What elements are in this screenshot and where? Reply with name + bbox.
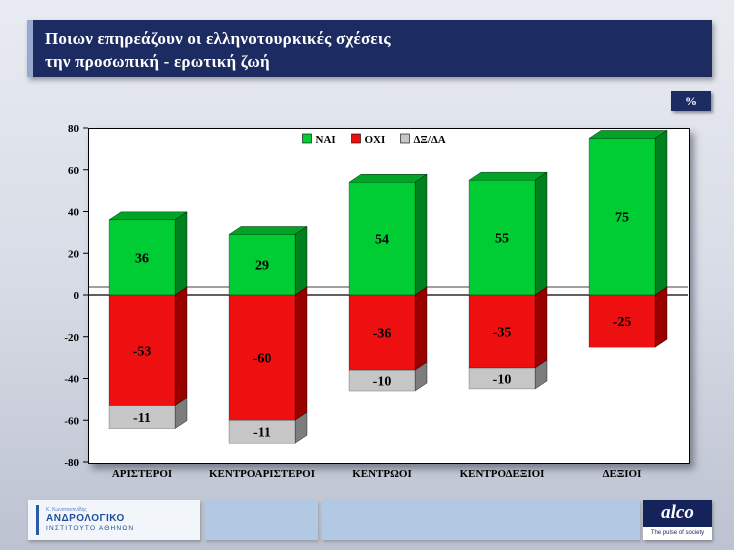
footer-strip-2 bbox=[322, 500, 640, 540]
y-tick-label: 60 bbox=[68, 165, 80, 177]
legend-swatch-ΝΑΙ bbox=[302, 133, 312, 144]
bar-group: 29 -60 -11 bbox=[228, 226, 308, 444]
x-axis-label: ΚΕΝΤΡΟΔΕΞΙΟΙ bbox=[460, 468, 545, 480]
bar-value-label: 36 bbox=[135, 251, 149, 266]
alco-logo: alco The pulse of society bbox=[643, 500, 712, 540]
bar-segment-ΝΑΙ: 54 bbox=[348, 173, 428, 296]
title-bar: Ποιων επηρεάζουν οι ελληνοτουρκικές σχέσ… bbox=[27, 20, 712, 77]
bar-segment-ΝΑΙ: 29 bbox=[228, 226, 308, 296]
y-tick-label: 0 bbox=[74, 290, 80, 302]
chart-legend: ΝΑΙ ΟΧΙ ΔΞ/ΔΑ bbox=[302, 133, 446, 146]
legend-label: ΔΞ/ΔΑ bbox=[414, 134, 446, 146]
bar-group: 75 -25 bbox=[588, 130, 668, 348]
legend-swatch-ΟΧΙ bbox=[351, 133, 361, 144]
footer-strip-1 bbox=[205, 500, 318, 540]
bar-value-label: -35 bbox=[493, 326, 512, 341]
y-tick-label: 40 bbox=[68, 207, 80, 219]
bar-value-label: -10 bbox=[493, 373, 512, 388]
y-axis: 80 60 40 20 0 -20 -40 -60 -80 bbox=[64, 123, 88, 469]
bar-value-label: -53 bbox=[133, 344, 152, 359]
page-title: Ποιων επηρεάζουν οι ελληνοτουρκικές σχέσ… bbox=[27, 20, 712, 74]
bar-segment-ΔΞ/ΔΑ: -10 bbox=[348, 361, 428, 392]
bar-value-label: -25 bbox=[613, 315, 632, 330]
y-tick-label: -80 bbox=[64, 457, 79, 469]
bar-segment-ΔΞ/ΔΑ: -11 bbox=[108, 397, 188, 429]
bar-group: 54 -36 -10 bbox=[348, 173, 428, 392]
bar-value-label: -10 bbox=[373, 375, 392, 390]
bar-value-label: -11 bbox=[133, 411, 151, 426]
alco-logo-text: alco bbox=[643, 500, 712, 527]
logo-sub-text: ΙΝΣΤΙΤΟΥΤΟ ΑΘΗΝΩΝ bbox=[46, 524, 135, 532]
logo-text: Κ. Κωνσταντινίδης ΑΝΔΡΟΛΟΓΙΚΟ ΙΝΣΤΙΤΟΥΤΟ… bbox=[46, 506, 135, 533]
bar-segment-ΟΧΙ: -53 bbox=[108, 286, 188, 407]
bar-value-label: -36 bbox=[373, 327, 392, 342]
bar-segment-ΔΞ/ΔΑ: -11 bbox=[228, 411, 308, 444]
bar-group: 36 -53 -11 bbox=[108, 211, 188, 429]
y-tick-label: 80 bbox=[68, 123, 80, 135]
bar-segment-ΝΑΙ: 75 bbox=[588, 130, 668, 296]
bar-value-label: -60 bbox=[253, 352, 272, 367]
alco-tagline: The pulse of society bbox=[643, 527, 712, 540]
x-axis-label: ΚΕΝΤΡΩΟΙ bbox=[352, 468, 412, 480]
bar-group: 55 -35 -10 bbox=[468, 171, 548, 390]
logo-divider bbox=[36, 505, 39, 535]
y-tick-label: -20 bbox=[64, 332, 79, 344]
bar-value-label: 54 bbox=[375, 233, 389, 248]
title-line1: Ποιων επηρεάζουν οι ελληνοτουρκικές σχέσ… bbox=[45, 29, 391, 48]
bar-segment-ΔΞ/ΔΑ: -10 bbox=[468, 359, 548, 390]
bar-segment-ΟΧΙ: -60 bbox=[228, 286, 308, 421]
bar-value-label: -11 bbox=[253, 426, 271, 441]
x-axis-label: ΑΡΙΣΤΕΡΟΙ bbox=[112, 468, 172, 480]
y-tick-label: 20 bbox=[68, 248, 80, 260]
legend-label: ΝΑΙ bbox=[316, 134, 336, 146]
logo-small-text: Κ. Κωνσταντινίδης bbox=[46, 506, 87, 513]
x-axis-label: ΔΕΞΙΟΙ bbox=[603, 468, 642, 480]
bar-segment-ΟΧΙ: -36 bbox=[348, 286, 428, 371]
x-axis-label: ΚΕΝΤΡΟΑΡΙΣΤΕΡΟΙ bbox=[209, 468, 315, 480]
title-line2: την προσωπική - ερωτική ζωή bbox=[45, 52, 270, 72]
bar-segment-ΝΑΙ: 55 bbox=[468, 171, 548, 296]
bar-segment-ΝΑΙ: 36 bbox=[108, 211, 188, 296]
y-tick-label: -40 bbox=[64, 374, 79, 386]
y-tick-label: -60 bbox=[64, 415, 79, 427]
bar-segment-ΟΧΙ: -35 bbox=[468, 286, 548, 369]
andrologiko-logo: Κ. Κωνσταντινίδης ΑΝΔΡΟΛΟΓΙΚΟ ΙΝΣΤΙΤΟΥΤΟ… bbox=[28, 500, 200, 540]
bar-value-label: 55 bbox=[495, 232, 509, 247]
legend-swatch-ΔΞ/ΔΑ bbox=[400, 133, 410, 144]
percent-badge: % bbox=[671, 91, 711, 111]
bar-segment-ΟΧΙ: -25 bbox=[588, 286, 668, 348]
bar-value-label: 75 bbox=[615, 211, 629, 226]
legend-label: ΟΧΙ bbox=[365, 134, 386, 146]
logo-main-text: ΑΝΔΡΟΛΟΓΙΚΟ bbox=[46, 513, 125, 525]
title-accent bbox=[27, 20, 33, 77]
bar-value-label: 29 bbox=[255, 259, 269, 274]
